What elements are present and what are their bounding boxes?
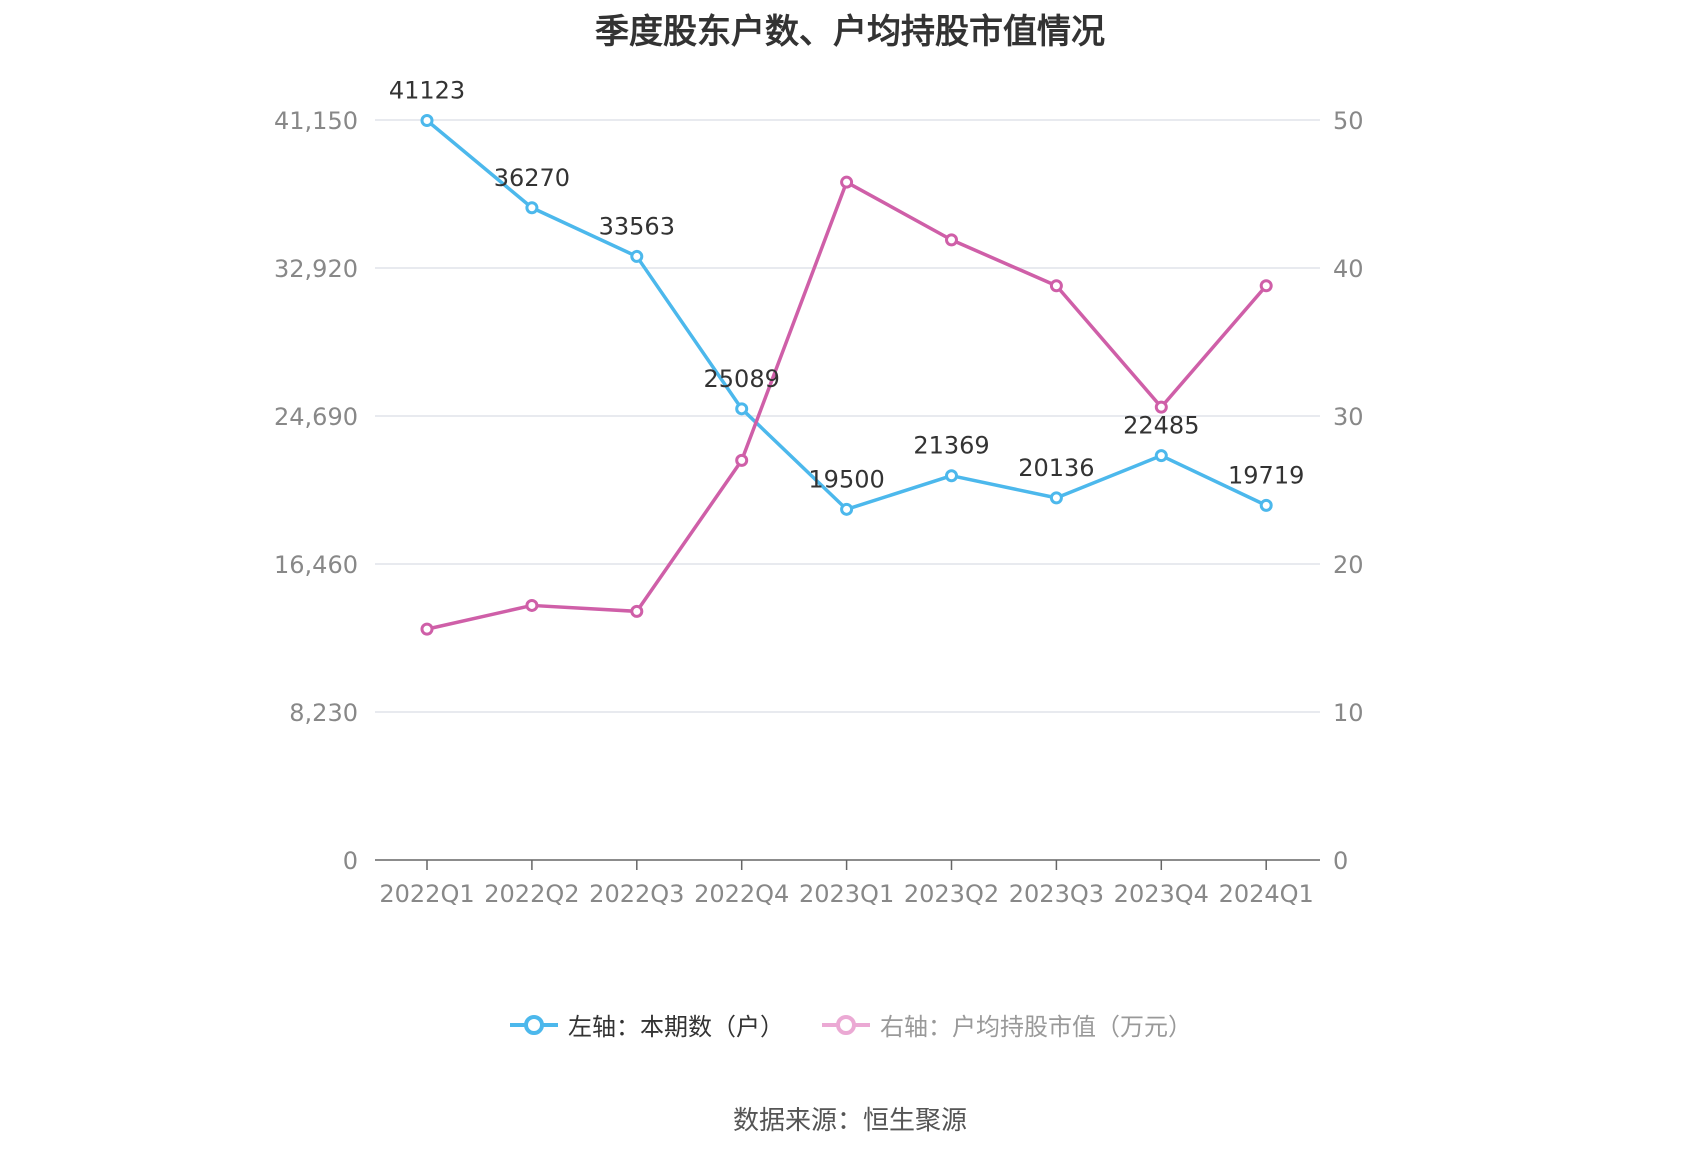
- legend-item-right-series[interactable]: 右轴：户均持股市值（万元）: [820, 1007, 1192, 1042]
- data-point: [1259, 279, 1273, 293]
- data-point: [735, 453, 749, 467]
- y-left-tick-label: 16,460: [274, 551, 358, 579]
- data-point: [1154, 449, 1168, 463]
- legend-line-circle-icon: [510, 1014, 558, 1035]
- y-left-tick-label: 8,230: [289, 699, 358, 727]
- x-tick-label: 2024Q1: [1219, 880, 1314, 908]
- data-point: [945, 233, 958, 247]
- grid-lines: [375, 119, 1320, 713]
- data-label: 33563: [599, 212, 675, 240]
- data-point: [420, 622, 434, 636]
- y-left-tick-label: 24,690: [274, 403, 358, 431]
- x-tick-label: 2023Q4: [1114, 880, 1209, 908]
- legend-label-right-series: 右轴：户均持股市值（万元）: [880, 1013, 1192, 1041]
- legend-line-circle-icon: [822, 1014, 870, 1035]
- y-right-tick-label: 50: [1333, 107, 1364, 135]
- data-label: 41123: [389, 76, 465, 104]
- data-point: [630, 249, 644, 263]
- y-left-tick-label: 32,920: [274, 255, 358, 283]
- x-tick-label: 2023Q3: [1009, 880, 1104, 908]
- y-right-tick-label: 0: [1333, 847, 1348, 875]
- axes: 0 8,230 16,460 24,690 32,920 41,150 0 10 20 30 40 5…: [274, 107, 1364, 908]
- data-labels: 41123 36270 33563 25089 19500 21369 20136 22485…: [389, 76, 1305, 493]
- legend: 左轴：本期数（户） 右轴：户均持股市值（万元）: [0, 1007, 1700, 1042]
- y-left-tick-label: 41,150: [274, 107, 358, 135]
- data-label: 25089: [704, 365, 780, 393]
- data-label: 20136: [1018, 454, 1094, 482]
- legend-item-left-series[interactable]: 左轴：本期数（户）: [508, 1007, 784, 1042]
- x-tick-label: 2022Q2: [484, 880, 579, 908]
- x-tick-label: 2022Q3: [589, 880, 684, 908]
- data-point: [1049, 491, 1063, 505]
- data-point: [1154, 400, 1168, 414]
- legend-label-left-series: 左轴：本期数（户）: [568, 1013, 784, 1041]
- x-tick-label: 2023Q2: [904, 880, 999, 908]
- y-right-tick-label: 10: [1333, 699, 1364, 727]
- chart-title: 季度股东户数、户均持股市值情况: [595, 12, 1105, 52]
- data-label: 22485: [1123, 412, 1199, 440]
- data-label: 21369: [913, 432, 989, 460]
- series-line-right: [426, 180, 1268, 631]
- line-chart: 0 8,230 16,460 24,690 32,920 41,150 0 10 20 30 40 5…: [274, 76, 1364, 908]
- y-left-tick-label: 0: [343, 847, 358, 875]
- data-label: 19719: [1228, 461, 1304, 489]
- data-point: [840, 502, 854, 516]
- data-point: [420, 113, 434, 127]
- data-point: [525, 598, 539, 612]
- data-point: [945, 469, 958, 483]
- data-label: 19500: [808, 465, 884, 493]
- y-right-tick-label: 20: [1333, 551, 1364, 579]
- x-tick-label: 2022Q4: [694, 880, 789, 908]
- data-label: 36270: [494, 164, 570, 192]
- data-source-note: 数据来源：恒生聚源: [732, 1106, 967, 1136]
- data-point: [1259, 498, 1273, 512]
- data-point: [525, 201, 539, 215]
- data-point: [1049, 279, 1063, 293]
- data-point: [630, 604, 644, 618]
- x-tick-label: 2022Q1: [379, 880, 474, 908]
- y-right-tick-label: 30: [1333, 403, 1364, 431]
- data-point: [840, 175, 854, 189]
- y-right-tick-label: 40: [1333, 255, 1364, 283]
- x-tick-label: 2023Q1: [799, 880, 894, 908]
- data-point: [735, 402, 749, 416]
- series-lines: [420, 113, 1273, 636]
